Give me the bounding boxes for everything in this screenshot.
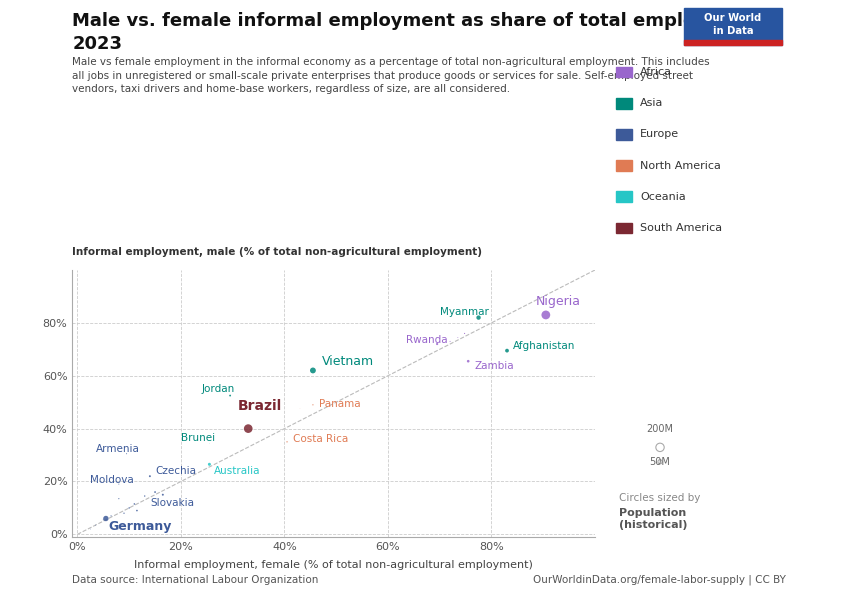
Point (120, 449, 133, 458)
Point (202, 439, 216, 448)
Text: Informal employment, male (% of total non-agricultural employment): Informal employment, male (% of total no… (72, 247, 482, 257)
Point (653, 443, 666, 452)
Point (112, 479, 126, 489)
Text: Male vs. female informal employment as share of total employment,: Male vs. female informal employment as s… (72, 12, 767, 30)
Point (128, 499, 141, 509)
Point (306, 400, 320, 410)
Text: 200M: 200M (647, 424, 673, 434)
Text: Myanmar: Myanmar (439, 307, 489, 317)
Text: Asia: Asia (640, 98, 663, 108)
Text: Circles sized by: Circles sized by (619, 493, 700, 503)
Point (202, 460, 216, 469)
Point (110, 518, 123, 527)
Point (224, 391, 237, 400)
Text: Oceania: Oceania (640, 192, 686, 202)
Text: Data source: International Labour Organization: Data source: International Labour Organi… (72, 575, 319, 585)
Text: Zambia: Zambia (474, 361, 514, 371)
Text: Slovakia: Slovakia (150, 498, 194, 508)
Point (143, 472, 156, 481)
Point (451, 332, 465, 342)
Point (112, 494, 126, 503)
Text: South America: South America (640, 223, 722, 233)
Point (156, 490, 170, 500)
Point (122, 503, 136, 513)
Text: Germany: Germany (109, 520, 172, 533)
Text: (historical): (historical) (619, 520, 688, 530)
Text: Male vs female employment in the informal economy as a percentage of total non-a: Male vs female employment in the informa… (72, 57, 710, 94)
Point (306, 365, 320, 375)
Text: Population: Population (619, 508, 686, 518)
Text: Afghanistan: Afghanistan (513, 341, 575, 350)
Point (444, 337, 457, 346)
Text: 2023: 2023 (72, 35, 122, 53)
Text: Brunei: Brunei (181, 433, 215, 443)
Point (462, 356, 475, 366)
Point (653, 457, 666, 467)
Text: Jordan: Jordan (201, 385, 235, 394)
Text: OurWorldinData.org/female-labor-supply | CC BY: OurWorldinData.org/female-labor-supply |… (534, 575, 786, 585)
Point (83, 524, 97, 534)
Text: Brazil: Brazil (238, 398, 282, 413)
Text: Our World: Our World (705, 13, 762, 23)
Text: Rwanda: Rwanda (406, 335, 448, 344)
Point (500, 346, 513, 355)
Text: Armenia: Armenia (95, 445, 139, 454)
Text: Vietnam: Vietnam (322, 355, 374, 368)
Point (241, 424, 255, 433)
Text: North America: North America (640, 161, 721, 170)
Point (99, 514, 113, 523)
Point (472, 313, 485, 322)
X-axis label: Informal employment, female (% of total non-agricultural employment): Informal employment, female (% of total … (134, 560, 533, 570)
Text: Africa: Africa (640, 67, 672, 77)
Point (138, 491, 151, 501)
Text: Australia: Australia (213, 466, 260, 476)
Text: in Data: in Data (713, 26, 753, 36)
Point (105, 511, 118, 521)
Text: Nigeria: Nigeria (536, 295, 581, 308)
Text: Czechia: Czechia (155, 466, 196, 476)
Point (458, 329, 472, 338)
Point (130, 506, 144, 515)
Point (148, 487, 162, 497)
Point (117, 508, 131, 518)
Text: Panama: Panama (319, 400, 360, 409)
Text: Moldova: Moldova (90, 475, 134, 485)
Text: Europe: Europe (640, 130, 679, 139)
Point (280, 437, 294, 446)
Text: 50M: 50M (649, 457, 671, 467)
Point (88, 520, 102, 530)
Point (430, 339, 444, 349)
Point (539, 310, 552, 320)
Point (97, 515, 110, 524)
Text: Costa Rica: Costa Rica (293, 434, 348, 444)
Point (293, 403, 307, 413)
